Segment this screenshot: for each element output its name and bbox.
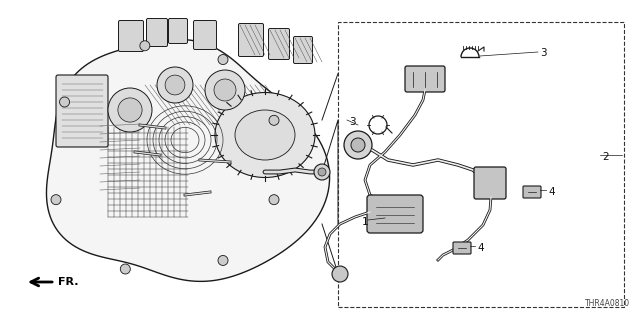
Text: THR4A0810: THR4A0810 [585, 299, 630, 308]
Circle shape [218, 54, 228, 65]
FancyBboxPatch shape [193, 20, 216, 50]
Circle shape [205, 70, 245, 110]
Circle shape [314, 164, 330, 180]
FancyBboxPatch shape [367, 195, 423, 233]
Circle shape [214, 79, 236, 101]
Circle shape [165, 75, 185, 95]
Text: 4: 4 [477, 243, 484, 253]
Circle shape [120, 264, 131, 274]
Text: 3: 3 [540, 48, 547, 58]
Ellipse shape [215, 92, 315, 178]
FancyBboxPatch shape [147, 19, 168, 46]
Polygon shape [47, 39, 330, 281]
Text: FR.: FR. [58, 277, 79, 287]
Circle shape [269, 195, 279, 205]
Circle shape [318, 168, 326, 176]
FancyBboxPatch shape [474, 167, 506, 199]
Text: 3: 3 [349, 117, 356, 127]
Ellipse shape [235, 110, 295, 160]
Circle shape [344, 131, 372, 159]
FancyBboxPatch shape [453, 242, 471, 254]
FancyBboxPatch shape [405, 66, 445, 92]
Circle shape [269, 115, 279, 125]
FancyBboxPatch shape [294, 36, 312, 63]
Circle shape [118, 98, 142, 122]
Circle shape [108, 88, 152, 132]
Circle shape [218, 255, 228, 266]
FancyBboxPatch shape [56, 75, 108, 147]
FancyBboxPatch shape [269, 28, 289, 60]
Text: 4: 4 [548, 187, 555, 197]
Circle shape [60, 97, 70, 107]
FancyBboxPatch shape [239, 23, 264, 57]
Text: 2: 2 [602, 152, 609, 162]
Text: 1: 1 [362, 217, 369, 227]
Bar [338, 22, 624, 307]
FancyBboxPatch shape [118, 20, 143, 52]
Circle shape [157, 67, 193, 103]
FancyBboxPatch shape [523, 186, 541, 198]
Circle shape [351, 138, 365, 152]
Circle shape [140, 41, 150, 51]
Circle shape [51, 195, 61, 205]
FancyBboxPatch shape [168, 19, 188, 44]
Circle shape [332, 266, 348, 282]
